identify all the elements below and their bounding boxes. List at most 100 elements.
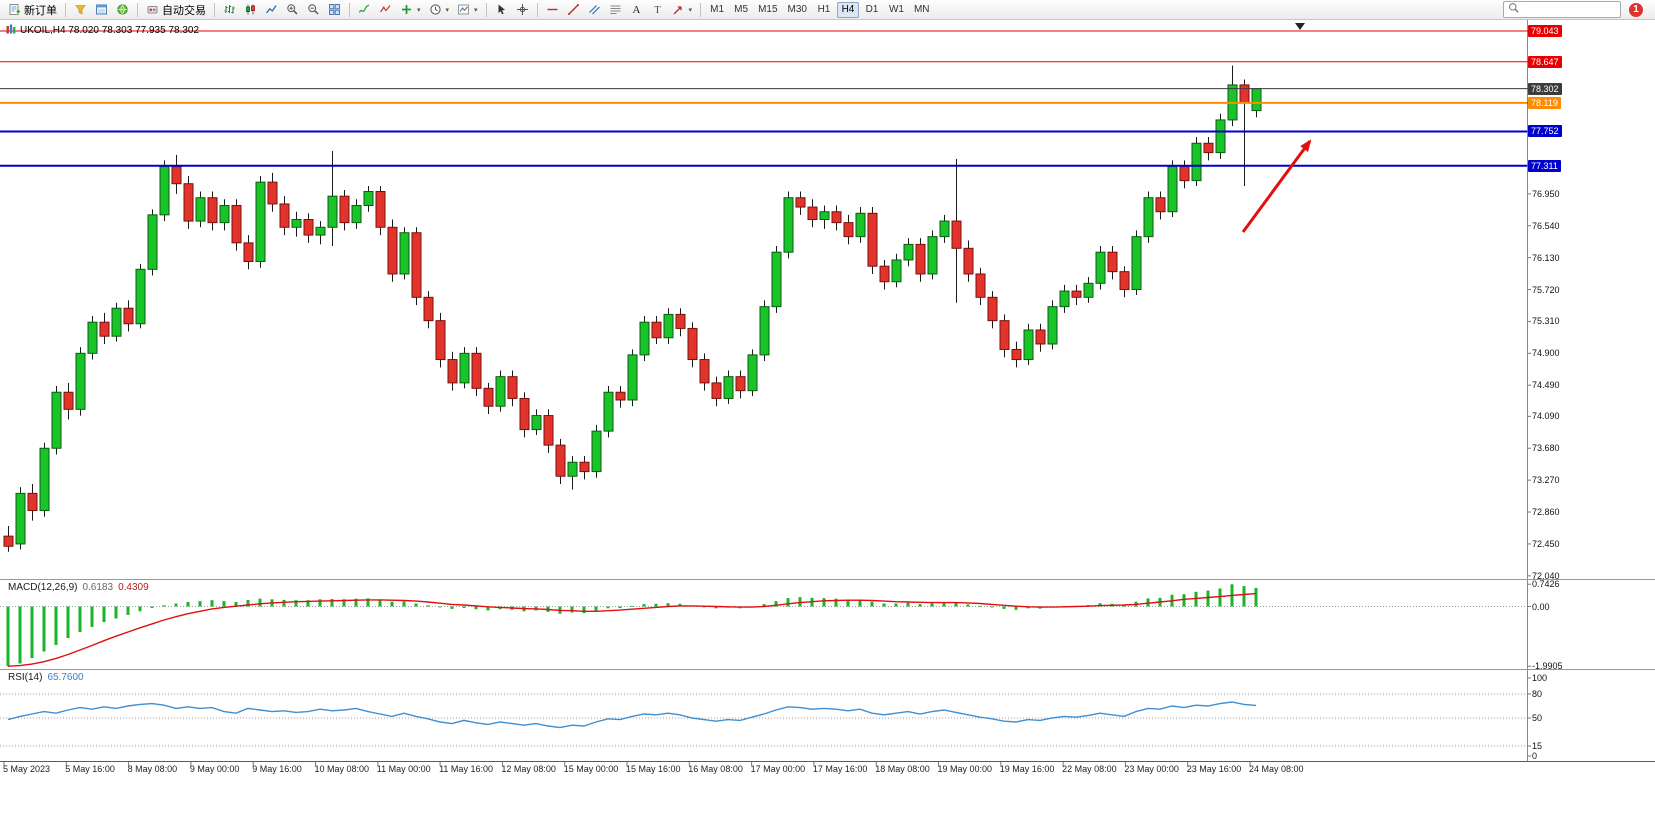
templates-icon[interactable]: ▾: [453, 1, 482, 19]
price-tick-label: 74.090: [1532, 411, 1560, 422]
auto-trading-button[interactable]: 自动交易: [142, 1, 210, 19]
timeframe-w1[interactable]: W1: [885, 2, 908, 18]
toolbar-separator: [65, 2, 66, 17]
price-tick-label: 72.040: [1532, 570, 1560, 581]
rsi-value: 65.7600: [47, 672, 84, 683]
price-tick-label: 73.680: [1532, 443, 1560, 454]
time-label: 8 May 08:00: [127, 764, 178, 774]
time-label: 17 May 16:00: [812, 764, 868, 774]
rsi-axis-label: 15: [1532, 741, 1543, 751]
macd-label: MACD(12,26,9) 0.6183 0.4309: [8, 582, 149, 593]
timeframe-m1[interactable]: M1: [706, 2, 728, 18]
rsi-axis-label: 80: [1532, 689, 1543, 699]
chart-title: UKOIL,H4 78.020 78.303 77.935 78.302: [6, 24, 199, 37]
timeframe-m15[interactable]: M15: [754, 2, 781, 18]
price-tag: 77.311: [1528, 159, 1561, 172]
time-label: 23 May 16:00: [1186, 764, 1242, 774]
toolbar-group-cursor-tools: [491, 1, 533, 19]
timeframe-h1[interactable]: H1: [813, 2, 835, 18]
time-label: 22 May 08:00: [1062, 764, 1117, 774]
time-label: 17 May 00:00: [750, 764, 806, 774]
community-icon[interactable]: [112, 1, 133, 19]
crosshair-icon[interactable]: [512, 1, 533, 19]
price-levels-layer: [0, 30, 1527, 167]
horizontal-line-icon[interactable]: [542, 1, 563, 19]
cursor-icon[interactable]: [491, 1, 512, 19]
time-label: 9 May 16:00: [252, 764, 302, 774]
shapes-icon[interactable]: ▾: [668, 1, 697, 19]
indicators-icon[interactable]: [354, 1, 375, 19]
market-watch-icon[interactable]: [70, 1, 91, 19]
notification-badge[interactable]: 1: [1629, 2, 1643, 17]
toolbar: 新订单 自动交易 ▾ ▾ ▾ A T ▾ M1 M5 M15 M30 H1 H4 D1 W1 MN 1: [0, 0, 1655, 20]
svg-text:T: T: [654, 4, 661, 16]
time-label: 19 May 16:00: [999, 764, 1055, 774]
price-tick-label: 72.450: [1532, 538, 1560, 549]
add-indicator-icon[interactable]: ▾: [396, 1, 425, 19]
timeframe-h4[interactable]: H4: [836, 1, 859, 18]
candles-layer: [3, 65, 1262, 552]
rsi-axis-label: 50: [1532, 713, 1543, 723]
search-icon: [1508, 2, 1520, 17]
chart-shift-marker[interactable]: [1295, 23, 1305, 30]
auto-trading-icon: [146, 3, 159, 16]
toolbar-group-draw-tools: A T ▾: [542, 1, 697, 19]
toolbar-separator: [214, 2, 215, 17]
time-label: 24 May 08:00: [1249, 764, 1304, 774]
chart-title-text: UKOIL,H4 78.020 78.303 77.935 78.302: [20, 25, 200, 36]
bar-chart-icon[interactable]: [219, 1, 240, 19]
line-chart-icon[interactable]: [261, 1, 282, 19]
data-window-icon[interactable]: [91, 1, 112, 19]
rsi-axis-label: 0: [1532, 751, 1538, 761]
tile-windows-icon[interactable]: [324, 1, 345, 19]
zoom-in-icon[interactable]: [282, 1, 303, 19]
price-tag: 78.302: [1528, 82, 1562, 95]
periods-icon[interactable]: ▾: [425, 1, 454, 19]
time-label: 23 May 00:00: [1124, 764, 1179, 774]
macd-axis-label: 0.7426: [1532, 579, 1560, 590]
price-tick-label: 76.130: [1532, 252, 1560, 263]
toolbar-separator: [485, 2, 487, 17]
chevron-down-icon: ▾: [474, 6, 478, 14]
timeframe-m30[interactable]: M30: [784, 2, 811, 18]
price-tick-label: 72.860: [1532, 507, 1560, 517]
toolbar-separator: [137, 2, 138, 17]
objects-icon[interactable]: [375, 1, 396, 19]
timeframe-d1[interactable]: D1: [861, 2, 883, 18]
timeframe-mn[interactable]: MN: [910, 2, 934, 18]
label-icon[interactable]: T: [647, 1, 668, 19]
search-box[interactable]: [1503, 1, 1621, 18]
candlestick-icon[interactable]: [240, 1, 261, 19]
toolbar-group-apps: [70, 1, 133, 19]
toolbar-separator: [349, 2, 350, 17]
time-label: 15 May 16:00: [626, 764, 681, 774]
macd-axis-label: -1.9905: [1532, 661, 1563, 672]
search-input[interactable]: [1523, 2, 1616, 17]
toolbar-separator: [536, 2, 538, 17]
text-icon[interactable]: A: [626, 1, 647, 19]
auto-trading-label: 自动交易: [162, 4, 206, 17]
new-order-label: 新订单: [24, 4, 57, 17]
time-label: 18 May 08:00: [875, 764, 930, 774]
trendline-icon[interactable]: [563, 1, 584, 19]
new-order-button[interactable]: 新订单: [4, 1, 61, 19]
time-label: 12 May 08:00: [501, 764, 556, 774]
time-label: 19 May 00:00: [937, 764, 993, 774]
timeframe-m5[interactable]: M5: [730, 2, 752, 18]
annotation-layer: [1241, 139, 1312, 233]
price-tick-label: 73.270: [1532, 475, 1560, 486]
fibonacci-icon[interactable]: [605, 1, 626, 19]
price-tick-label: 76.540: [1532, 220, 1560, 231]
chart-title-icon: [6, 24, 16, 37]
price-tag: 79.043: [1528, 25, 1562, 37]
chevron-down-icon: ▾: [688, 6, 693, 14]
macd-value-signal: 0.4309: [118, 582, 149, 593]
time-label: 10 May 08:00: [314, 764, 370, 774]
zoom-out-icon[interactable]: [303, 1, 324, 19]
arrow-annotation[interactable]: [1241, 139, 1312, 233]
chevron-down-icon: ▾: [445, 6, 450, 14]
svg-text:A: A: [632, 4, 640, 16]
toolbar-group-timeframes: M1 M5 M15 M30 H1 H4 D1 W1 MN: [705, 1, 934, 18]
channel-icon[interactable]: [584, 1, 605, 19]
